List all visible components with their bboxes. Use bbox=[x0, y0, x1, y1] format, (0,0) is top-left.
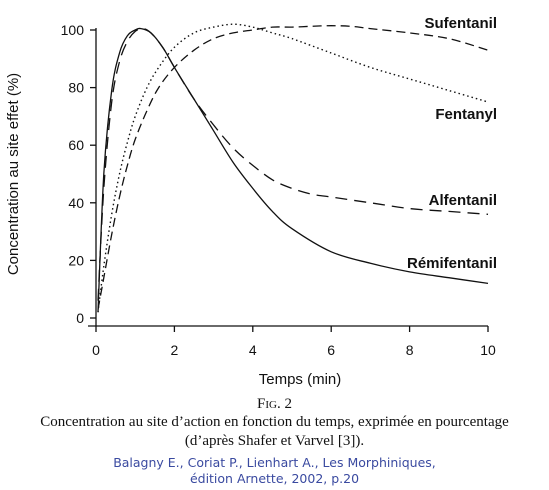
x-tick-label: 6 bbox=[327, 342, 335, 358]
y-tick-label: 20 bbox=[68, 252, 84, 268]
caption-line-2: (d’après Shafer et Varvel [3]). bbox=[184, 433, 365, 449]
source-line-2: édition Arnette, 2002, p.20 bbox=[189, 471, 360, 486]
axis-ticks: 0 20 40 60 80 100 0 2 4 6 8 10 bbox=[61, 22, 496, 358]
series-line-alfentanil bbox=[97, 27, 489, 301]
y-tick-label: 0 bbox=[76, 310, 84, 326]
y-axis-title: Concentration au site effet (%) bbox=[5, 73, 22, 275]
series-label-fentanyl: Fentanyl bbox=[435, 106, 497, 123]
series-lines bbox=[97, 23, 489, 313]
source-line-1: Balagny E., Coriat P., Lienhart A., Les … bbox=[113, 455, 436, 470]
figure-caption: Concentration au site d’action en foncti… bbox=[0, 413, 549, 451]
series-line-sufentanil bbox=[97, 25, 489, 310]
series-label-sufentanil: Sufentanil bbox=[424, 15, 497, 32]
x-tick-label: 2 bbox=[171, 342, 179, 358]
concentration-chart: 0 20 40 60 80 100 0 2 4 6 8 10 Sufentanil Fentanyl Al… bbox=[5, 15, 497, 388]
source-citation: Balagny E., Coriat P., Lienhart A., Les … bbox=[0, 455, 549, 487]
figure-number-prefix: F bbox=[257, 396, 266, 412]
series-label-remifentanil: Rémifentanil bbox=[407, 255, 497, 272]
x-tick-label: 0 bbox=[92, 342, 100, 358]
series-labels: Sufentanil Fentanyl Alfentanil Rémifentanil bbox=[407, 15, 497, 272]
y-tick-label: 80 bbox=[68, 80, 84, 96]
y-tick-label: 40 bbox=[68, 195, 84, 211]
chart-axes bbox=[88, 28, 488, 327]
figure-number-rest: ig. 2 bbox=[265, 396, 292, 412]
x-tick-label: 4 bbox=[249, 342, 257, 358]
series-label-alfentanil: Alfentanil bbox=[429, 192, 497, 209]
series-line-remifentanil bbox=[97, 27, 489, 313]
y-tick-label: 60 bbox=[68, 137, 84, 153]
caption-line-1: Concentration au site d’action en foncti… bbox=[40, 414, 509, 430]
x-tick-label: 8 bbox=[406, 342, 414, 358]
x-axis-title: Temps (min) bbox=[259, 371, 342, 388]
y-tick-label: 100 bbox=[61, 22, 85, 38]
figure-number: Fig. 2 bbox=[0, 396, 549, 413]
x-tick-label: 10 bbox=[480, 342, 496, 358]
